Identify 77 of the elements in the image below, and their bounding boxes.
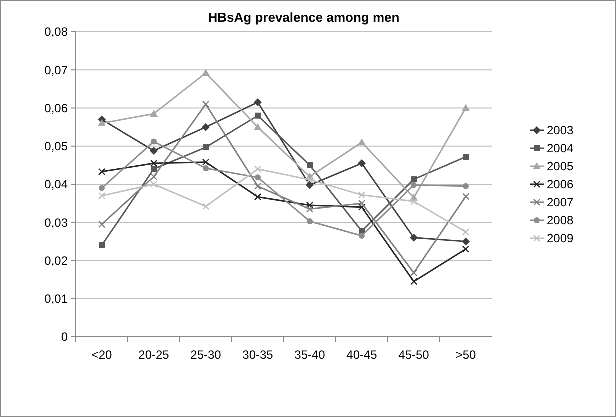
point [98,192,106,200]
point [150,180,158,188]
point [202,69,210,76]
point [151,138,157,145]
y-tick-label: 0,01 [44,292,68,306]
point [255,174,261,181]
point [99,242,105,248]
chart-title: HBsAg prevalence among men [208,10,400,25]
x-tick-label: 20-25 [138,348,170,362]
point [359,232,365,239]
point [462,104,470,112]
point [254,98,262,107]
point [358,192,366,199]
point [462,246,470,253]
point [411,182,417,188]
y-tick-label: 0,03 [44,216,68,230]
point [150,146,158,155]
legend-label: 2006 [547,178,574,192]
point [254,123,262,130]
point [463,154,469,160]
legend-label: 2005 [547,160,574,174]
point [462,238,470,246]
point [150,173,158,180]
legend-label: 2008 [547,214,574,228]
point [410,234,418,242]
point [410,278,418,286]
point [150,110,158,117]
y-tick-label: 0,07 [44,63,68,78]
point [306,206,314,213]
point [202,100,210,108]
point [202,203,210,210]
point [306,181,314,190]
point [306,176,314,184]
point [98,168,106,176]
y-tick-label: 0,04 [44,178,68,192]
point [462,228,470,236]
x-tick-label: >50 [456,348,476,362]
legend-label: 2007 [547,196,574,210]
point [202,158,210,166]
point [410,198,418,206]
point [151,166,157,172]
x-tick-label: 40-45 [346,348,378,362]
x-tick-label: 45-50 [398,348,430,362]
point [150,160,158,168]
point [99,185,105,192]
x-tick-label: <20 [92,348,112,362]
point [463,183,469,190]
point [358,160,366,168]
y-tick-label: 0,08 [44,25,68,40]
point [254,193,262,201]
point [203,165,209,172]
point [307,218,313,224]
point [358,200,366,208]
point [98,220,106,228]
y-tick-label: 0 [61,330,68,344]
point [254,166,262,173]
y-tick-label: 0,06 [44,101,68,116]
legend-label: 2004 [547,142,574,156]
x-tick-label: 25-30 [190,348,222,362]
y-tick-label: 0,05 [44,140,68,154]
point [358,204,366,211]
point [255,112,261,119]
point [306,202,314,210]
point [307,162,313,168]
legend-label: 2003 [547,124,574,138]
point [203,144,209,151]
point [254,182,262,190]
point [98,120,106,126]
y-tick-label: 0,02 [44,254,68,268]
legend-label: 2009 [547,232,574,246]
point [411,176,417,183]
point [202,123,210,132]
x-tick-label: 30-35 [242,348,274,362]
point [462,193,470,200]
point [410,269,418,277]
point [358,138,366,146]
x-tick-label: 35-40 [294,348,326,362]
